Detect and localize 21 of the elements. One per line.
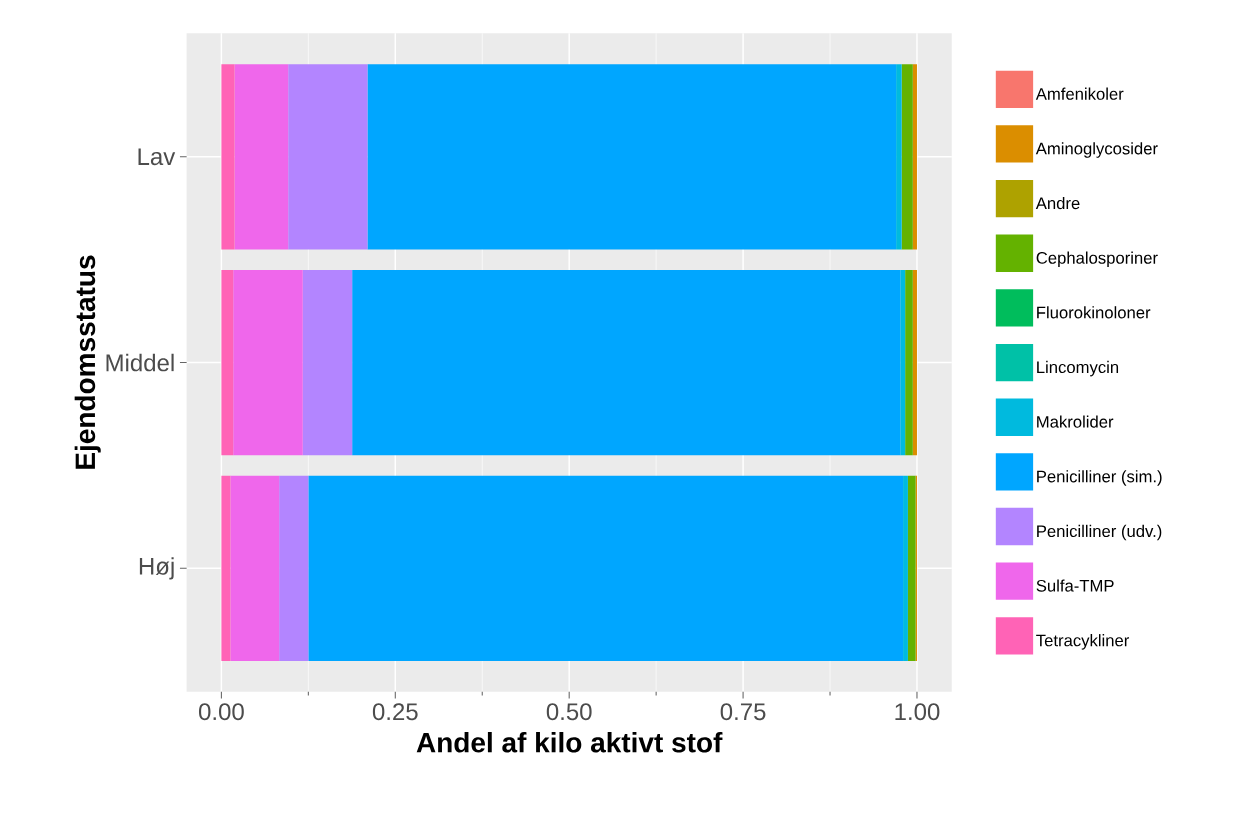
- legend-label: Makrolider: [1037, 415, 1114, 428]
- x-tick-label: 0.25: [372, 702, 418, 720]
- legend-label: Tetracykliner: [1036, 633, 1130, 650]
- legend-label: Cephalosporiner: [1036, 251, 1158, 267]
- x-tick-label: 1.00: [895, 702, 940, 720]
- legend-label: Sulfa-TMP: [1036, 579, 1114, 592]
- legend-label: Aminoglycosider: [1035, 142, 1158, 158]
- x-tick-label: 0.50: [546, 702, 592, 720]
- legend-label: Penicilliner (udv.): [1037, 524, 1162, 541]
- legend-label: Penicilliner (sim.): [1037, 469, 1162, 486]
- y-tick-label: Middel: [106, 353, 174, 372]
- x-tick-label: 0.00: [198, 702, 244, 720]
- x-axis-title: Andel af kilo aktivt stof: [416, 731, 723, 753]
- y-tick-label: Høj: [139, 556, 174, 580]
- legend-label: Lincomycin: [1037, 360, 1119, 377]
- legend-label: Andre: [1035, 196, 1080, 209]
- legend-label: Amfenikoler: [1035, 87, 1124, 100]
- y-axis-title: Ejendomsstatus: [74, 255, 101, 469]
- legend-label: Fluorokinoloner: [1037, 305, 1151, 319]
- x-tick-label: 0.75: [720, 702, 766, 720]
- y-tick-label: Lav: [138, 148, 176, 165]
